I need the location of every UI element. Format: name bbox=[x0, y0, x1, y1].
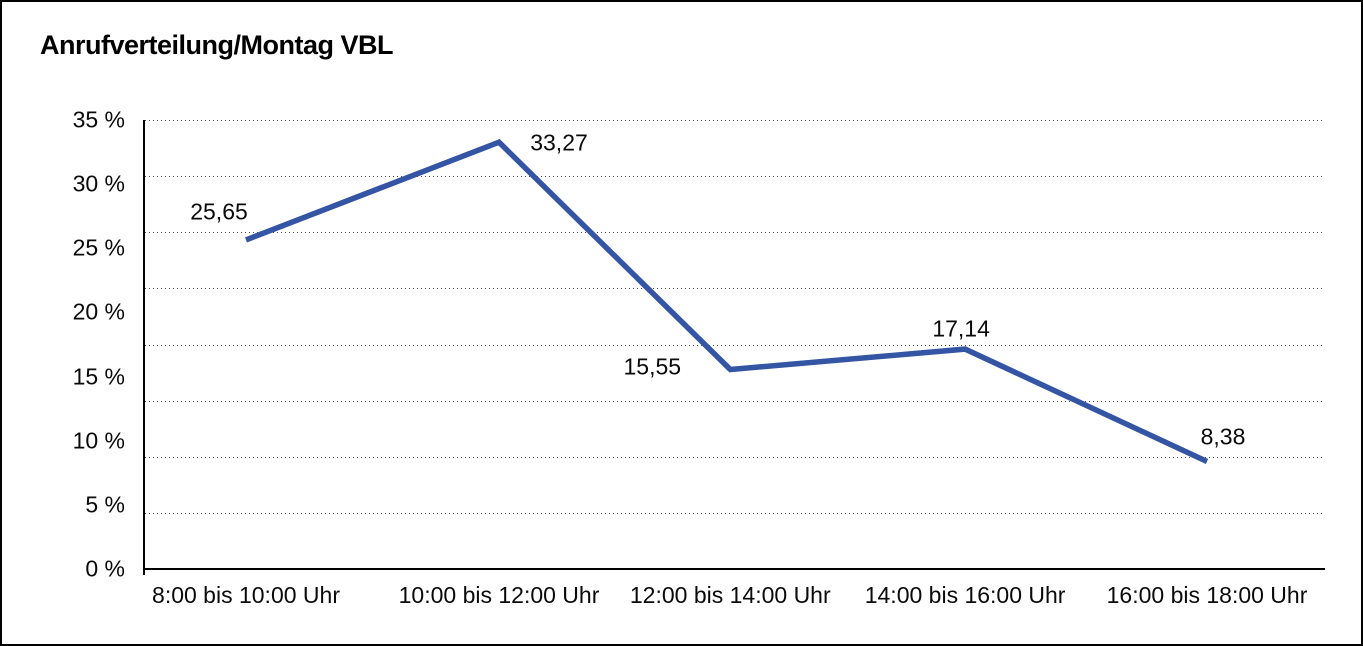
x-axis bbox=[145, 568, 1325, 570]
x-tick-label: 14:00 bis 16:00 Uhr bbox=[864, 582, 1066, 608]
data-label: 33,27 bbox=[530, 129, 588, 156]
chart-title: Anrufverteilung/Montag VBL bbox=[40, 30, 394, 60]
y-tick-label: 5 % bbox=[85, 491, 125, 518]
gridline bbox=[145, 456, 1325, 458]
gridline bbox=[145, 288, 1325, 290]
y-axis-labels: 35 % 30 % 25 % 20 % 15 % 10 % 5 % 0 % bbox=[32, 107, 125, 582]
gridline bbox=[145, 344, 1325, 346]
x-tick-label: 10:00 bis 12:00 Uhr bbox=[398, 582, 600, 608]
y-tick-label: 30 % bbox=[72, 170, 125, 197]
x-tick-label: 12:00 bis 14:00 Uhr bbox=[629, 582, 831, 608]
y-axis bbox=[143, 120, 145, 575]
gridline bbox=[145, 512, 1325, 514]
data-line bbox=[245, 138, 1209, 464]
data-label: 15,55 bbox=[623, 353, 682, 380]
x-tick-label: 16:00 bis 18:00 Uhr bbox=[1106, 582, 1308, 608]
y-tick-label: 15 % bbox=[72, 363, 125, 390]
x-tick-label: 8:00 bis 10:00 Uhr bbox=[152, 582, 340, 608]
data-label: 17,14 bbox=[932, 315, 990, 342]
plot-area: 25,65 33,27 15,55 17,14 8,38 bbox=[143, 120, 1325, 575]
line-series bbox=[245, 138, 1209, 464]
gridline bbox=[145, 176, 1325, 178]
y-tick-label: 10 % bbox=[72, 427, 125, 454]
data-label: 8,38 bbox=[1200, 423, 1246, 450]
y-tick-label: 20 % bbox=[72, 298, 125, 325]
y-tick-label: 0 % bbox=[85, 555, 125, 582]
y-tick-label: 35 % bbox=[72, 106, 125, 133]
data-label: 25,65 bbox=[190, 198, 248, 225]
gridline bbox=[145, 120, 1325, 121]
gridline bbox=[145, 400, 1325, 402]
gridline bbox=[145, 232, 1325, 234]
y-tick-label: 25 % bbox=[72, 234, 125, 261]
x-axis-labels: 8:00 bis 10:00 Uhr 10:00 bis 12:00 Uhr 1… bbox=[145, 569, 1325, 614]
